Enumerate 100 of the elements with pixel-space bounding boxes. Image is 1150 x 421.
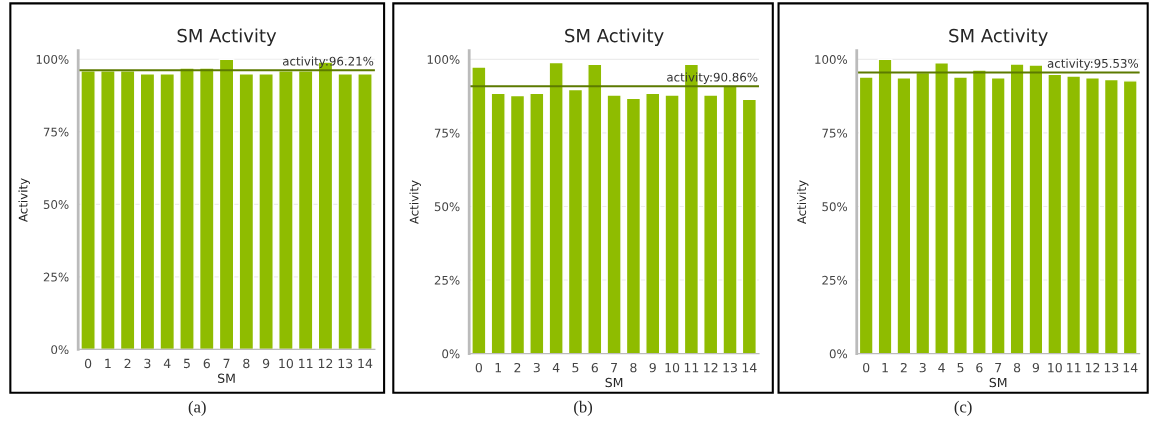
y-axis-title: Activity (796, 180, 809, 225)
bar (1028, 64, 1044, 354)
bar (1047, 73, 1063, 354)
y-tick-label: 25% (434, 275, 460, 285)
y-tick-label: 50% (822, 202, 848, 212)
bar (529, 92, 545, 354)
bar (877, 58, 893, 354)
x-tick-label: 2 (514, 362, 521, 373)
bar (1009, 63, 1025, 354)
bar (934, 62, 950, 354)
x-tick-label: 9 (649, 362, 656, 373)
bar (1122, 80, 1138, 354)
x-axis-title: SM (989, 377, 1007, 388)
x-tick-label: 14 (1123, 363, 1138, 373)
bar (1066, 75, 1082, 354)
x-tick-label: 9 (262, 358, 270, 369)
bar (858, 76, 874, 354)
x-tick-label: 5 (957, 363, 964, 373)
bar (1085, 77, 1100, 354)
x-axis-title: SM (218, 373, 235, 384)
y-tick-label: 0% (51, 345, 69, 355)
bar (915, 71, 931, 354)
y-tick-label: 0% (829, 349, 848, 359)
bar (896, 77, 912, 354)
y-tick-label: 100% (815, 55, 848, 64)
y-tick-label: 100% (427, 55, 460, 64)
x-tick-label: 12 (1085, 362, 1100, 373)
chart-title: SM Activity (177, 28, 277, 46)
bar (741, 98, 757, 354)
x-tick-label: 3 (533, 362, 540, 373)
bar (990, 77, 1006, 354)
bar (645, 92, 661, 354)
x-tick-label: 10 (665, 362, 680, 373)
chart-title: SM Activity (565, 28, 664, 46)
x-tick-label: 1 (882, 363, 888, 373)
x-tick-label: 2 (900, 362, 907, 373)
x-tick-label: 7 (223, 358, 230, 368)
x-tick-label: 14 (358, 358, 373, 368)
y-axis-title: Activity (409, 180, 421, 225)
x-tick-label: 3 (919, 362, 926, 373)
x-tick-label: 4 (552, 363, 560, 373)
bar (548, 61, 564, 354)
y-tick-label: 50% (43, 200, 69, 209)
x-tick-label: 8 (243, 358, 250, 369)
bar (971, 69, 987, 354)
text: (c) (954, 400, 972, 416)
y-axis-title: Activity (18, 178, 30, 222)
bar (509, 94, 526, 354)
x-tick-label: 3 (144, 358, 151, 369)
ref-line-label: activity:95.53% (1047, 58, 1139, 71)
bar (606, 94, 622, 354)
x-tick-label: 13 (338, 358, 353, 369)
x-tick-label: 4 (163, 358, 171, 368)
y-tick-label: 50% (434, 202, 460, 212)
bar (664, 94, 680, 354)
x-tick-label: 0 (475, 362, 483, 373)
x-tick-label: 7 (995, 363, 1002, 373)
y-tick-label: 75% (43, 127, 69, 137)
bar (587, 63, 603, 354)
text: (b) (574, 400, 593, 416)
x-tick-label: 11 (299, 358, 313, 368)
y-tick-label: 0% (442, 349, 460, 359)
x-tick-label: 5 (183, 358, 190, 369)
x-tick-label: 14 (742, 363, 757, 373)
text: (a) (188, 400, 206, 416)
x-tick-label: 10 (279, 358, 294, 369)
bar (625, 97, 642, 354)
x-tick-label: 5 (572, 363, 579, 373)
y-tick-label: 75% (434, 128, 460, 138)
x-tick-label: 1 (495, 363, 501, 373)
x-tick-label: 7 (611, 363, 618, 373)
bar (952, 76, 968, 354)
x-tick-label: 8 (630, 362, 637, 373)
x-tick-label: 0 (863, 362, 870, 373)
y-tick-label: 75% (822, 128, 848, 138)
bar (471, 66, 487, 354)
x-tick-label: 13 (1104, 362, 1119, 373)
x-tick-label: 13 (723, 362, 737, 373)
x-tick-label: 6 (203, 358, 210, 369)
y-tick-label: 25% (822, 275, 848, 285)
x-tick-label: 0 (84, 358, 92, 369)
bar (722, 85, 738, 354)
chart-title: SM Activity (949, 28, 1048, 46)
bar (490, 92, 506, 354)
x-tick-label: 6 (976, 362, 983, 373)
x-axis-title: SM (605, 377, 623, 388)
x-tick-label: 10 (1048, 362, 1062, 373)
x-tick-label: 12 (704, 362, 718, 373)
y-tick-label: 25% (43, 272, 69, 282)
bar (1103, 78, 1119, 354)
x-tick-label: 6 (591, 362, 598, 373)
bar (703, 94, 719, 354)
ref-line-label: activity:96.21% (282, 56, 374, 68)
x-tick-label: 11 (684, 363, 699, 373)
x-tick-label: 1 (105, 358, 111, 368)
x-tick-label: 12 (318, 358, 333, 368)
x-tick-label: 4 (938, 363, 945, 373)
x-tick-label: 9 (1032, 362, 1040, 373)
y-tick-label: 100% (36, 54, 69, 64)
x-tick-label: 8 (1013, 362, 1021, 373)
